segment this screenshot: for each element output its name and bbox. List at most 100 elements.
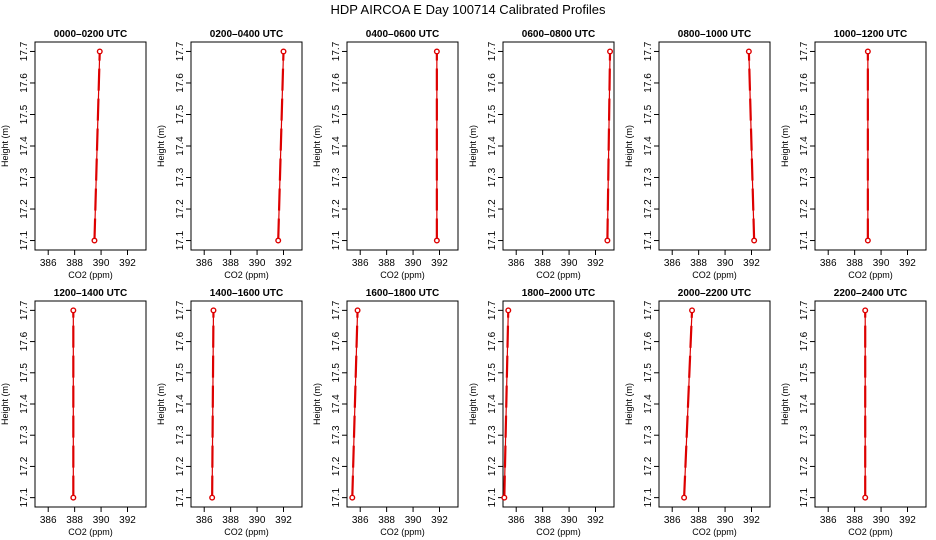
x-tick-label: 388 <box>690 515 707 526</box>
x-tick-label: 386 <box>40 258 57 269</box>
profile-point <box>433 237 440 244</box>
profile-point <box>505 307 512 314</box>
panel-frame <box>658 300 771 508</box>
y-tick-label: 17.2 <box>799 456 810 476</box>
y-tick-label: 17.3 <box>19 425 30 445</box>
x-tick-label: 386 <box>40 515 57 526</box>
y-axis-label: Height (m) <box>312 125 322 167</box>
y-tick-label: 17.4 <box>19 394 30 414</box>
y-tick-label: 17.1 <box>175 487 186 507</box>
y-tick-label: 17.5 <box>175 104 186 124</box>
panel-title: 1400–1600 UTC <box>210 288 283 299</box>
panel-7: 1200–1400 UTC 386 388 390 392 CO2 (ppm) 17.1 17… <box>0 288 147 537</box>
profile-point <box>864 237 871 244</box>
profile-point <box>864 48 871 55</box>
panel-frame <box>34 300 147 508</box>
y-tick-label: 17.3 <box>175 167 186 187</box>
profile-line-overlay <box>211 310 215 498</box>
y-tick-label: 17.4 <box>331 136 342 156</box>
x-tick-label: 386 <box>352 515 369 526</box>
profile-line-overlay <box>683 310 694 498</box>
x-tick-label: 392 <box>275 515 292 526</box>
panel-12: 2200–2400 UTC 386 388 390 392 CO2 (ppm) 17.1 17… <box>780 288 927 537</box>
y-tick-label: 17.3 <box>331 167 342 187</box>
x-tick-label: 388 <box>378 258 395 269</box>
y-tick-label: 17.3 <box>487 167 498 187</box>
x-tick-label: 390 <box>249 515 266 526</box>
y-tick-label: 17.1 <box>175 230 186 250</box>
x-tick-label: 390 <box>405 258 422 269</box>
y-tick-label: 17.6 <box>487 331 498 351</box>
profile-point <box>862 307 869 314</box>
x-tick-label: 386 <box>664 515 681 526</box>
y-tick-label: 17.7 <box>175 41 186 61</box>
y-tick-label: 17.1 <box>799 487 810 507</box>
y-tick-label: 17.7 <box>799 41 810 61</box>
panel-title: 0200–0400 UTC <box>210 29 283 40</box>
y-tick-label: 17.4 <box>487 136 498 156</box>
y-tick-label: 17.1 <box>19 230 30 250</box>
y-tick-label: 17.1 <box>331 230 342 250</box>
x-axis-label: CO2 (ppm) <box>380 527 425 537</box>
y-tick-label: 17.2 <box>331 456 342 476</box>
y-tick-label: 17.4 <box>175 136 186 156</box>
y-tick-label: 17.1 <box>643 487 654 507</box>
y-tick-label: 17.2 <box>487 199 498 219</box>
x-tick-label: 388 <box>378 515 395 526</box>
y-tick-label: 17.2 <box>331 199 342 219</box>
profile-point <box>210 307 217 314</box>
y-tick-label: 17.5 <box>487 104 498 124</box>
x-tick-label: 388 <box>690 258 707 269</box>
panel-10: 1800–2000 UTC 386 388 390 392 CO2 (ppm) 17.1 17… <box>468 288 615 537</box>
x-tick-label: 392 <box>119 515 136 526</box>
x-tick-label: 386 <box>508 515 525 526</box>
x-axis-label: CO2 (ppm) <box>68 270 113 280</box>
panel-title: 2200–2400 UTC <box>834 288 907 299</box>
y-tick-label: 17.2 <box>487 456 498 476</box>
x-tick-label: 392 <box>899 258 916 269</box>
y-tick-label: 17.6 <box>175 331 186 351</box>
y-tick-label: 17.3 <box>799 425 810 445</box>
y-axis-label: Height (m) <box>780 383 790 425</box>
profile-point <box>91 237 98 244</box>
y-tick-label: 17.7 <box>643 300 654 320</box>
x-tick-label: 388 <box>66 258 83 269</box>
panel-title: 0800–1000 UTC <box>678 29 751 40</box>
y-tick-label: 17.1 <box>487 487 498 507</box>
x-tick-label: 388 <box>534 515 551 526</box>
panel-frame <box>190 41 303 251</box>
y-tick-label: 17.4 <box>487 394 498 414</box>
profile-point <box>751 237 758 244</box>
y-tick-label: 17.6 <box>175 73 186 93</box>
y-tick-label: 17.6 <box>19 73 30 93</box>
x-tick-label: 392 <box>743 258 760 269</box>
y-tick-label: 17.6 <box>643 73 654 93</box>
panel-title: 1600–1800 UTC <box>366 288 439 299</box>
y-tick-label: 17.1 <box>643 230 654 250</box>
profile-point <box>862 494 869 501</box>
x-tick-label: 388 <box>222 258 239 269</box>
x-axis-label: CO2 (ppm) <box>224 527 269 537</box>
profile-line-overlay <box>93 51 101 241</box>
x-tick-label: 386 <box>820 515 837 526</box>
y-tick-label: 17.6 <box>799 331 810 351</box>
profile-line-overlay <box>503 310 510 498</box>
profile-point <box>280 48 287 55</box>
y-tick-label: 17.7 <box>331 300 342 320</box>
panel-title: 1000–1200 UTC <box>834 29 907 40</box>
y-tick-label: 17.7 <box>175 300 186 320</box>
x-tick-label: 392 <box>431 258 448 269</box>
x-tick-label: 388 <box>846 258 863 269</box>
x-tick-label: 390 <box>249 258 266 269</box>
profile-line-overlay <box>277 51 285 241</box>
panel-title: 1200–1400 UTC <box>54 288 127 299</box>
profile-point <box>681 494 688 501</box>
x-tick-label: 390 <box>717 515 734 526</box>
panel-frame <box>190 300 303 508</box>
y-tick-label: 17.1 <box>487 230 498 250</box>
profile-point <box>604 237 611 244</box>
y-tick-label: 17.5 <box>643 363 654 383</box>
profile-point <box>501 494 508 501</box>
panel-frame <box>814 300 927 508</box>
panel-title: 0000–0200 UTC <box>54 29 127 40</box>
